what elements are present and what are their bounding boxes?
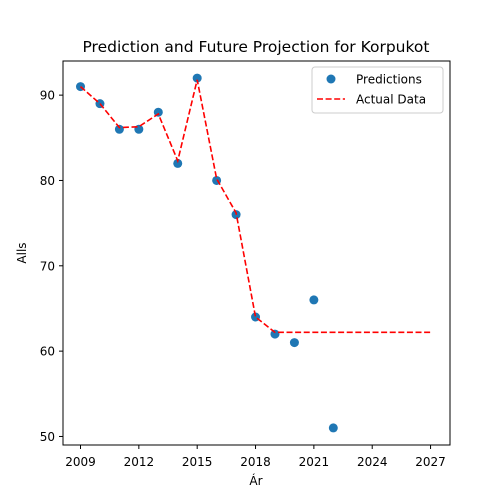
x-tick-label: 2012: [124, 455, 155, 469]
y-tick-label: 60: [40, 345, 55, 359]
legend-prediction-label: Predictions: [356, 73, 422, 87]
x-tick-label: 2021: [299, 455, 330, 469]
prediction-point: [173, 158, 183, 168]
plot-area-frame: [62, 60, 451, 446]
legend: Predictions Actual Data: [311, 66, 444, 114]
x-tick-label: 2015: [182, 455, 213, 469]
y-tick-label: 50: [40, 430, 55, 444]
prediction-point: [309, 295, 319, 305]
y-tick-label: 90: [40, 89, 55, 103]
y-axis-ticks: 50 60 70 80 90: [40, 89, 63, 444]
prediction-point: [289, 338, 299, 348]
x-axis-label: Ár: [249, 473, 262, 488]
chart-title: Prediction and Future Projection for Kor…: [82, 38, 429, 56]
prediction-point: [114, 124, 124, 134]
x-tick-label: 2027: [415, 455, 446, 469]
x-tick-label: 2024: [357, 455, 388, 469]
y-tick-label: 80: [40, 174, 55, 188]
prediction-point: [328, 423, 338, 433]
x-tick-label: 2018: [240, 455, 271, 469]
x-axis-ticks: 2009 2012 2015 2018 2021 2024 2027: [65, 445, 446, 469]
y-tick-label: 70: [40, 259, 55, 273]
prediction-point: [270, 329, 280, 339]
actual-data-line: [79, 79, 431, 334]
x-tick-label: 2009: [65, 455, 96, 469]
plot-area-series: [76, 73, 431, 433]
legend-prediction-marker: [326, 74, 336, 84]
prediction-point: [192, 73, 202, 83]
legend-actual-label: Actual Data: [356, 93, 426, 107]
legend-box: [311, 66, 444, 114]
y-axis-label: Alls: [15, 242, 29, 263]
